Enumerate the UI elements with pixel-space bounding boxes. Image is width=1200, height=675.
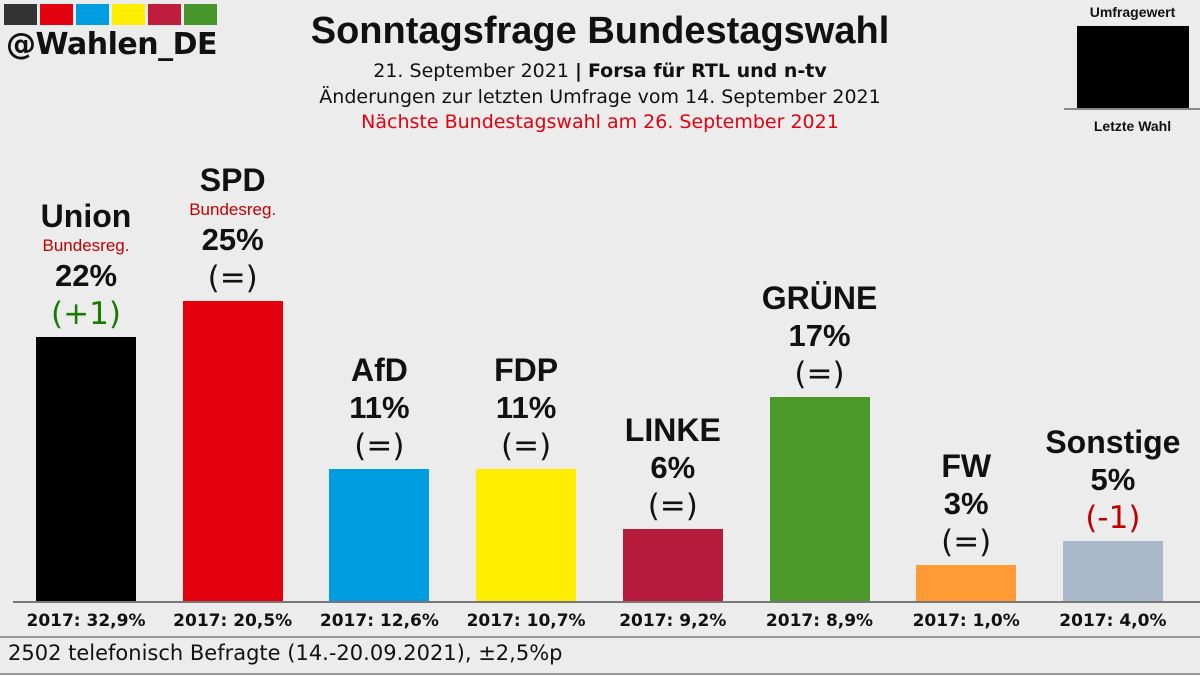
change-label: (=): [647, 488, 698, 524]
party-name: FDP: [494, 352, 559, 388]
bar-union: [36, 337, 136, 601]
legend-box: [1076, 26, 1189, 108]
party-name: FW: [941, 448, 992, 484]
party-name: Sonstige: [1045, 424, 1181, 460]
bar-afd: [329, 469, 430, 601]
change-label: (=): [794, 356, 845, 392]
previous-election-label: 2017: 8,9%: [765, 611, 874, 631]
bar-label-group: FDP 11% (=): [446, 351, 606, 465]
legend-bottom-label: Letzte Wahl: [1093, 118, 1172, 134]
party-name: LINKE: [624, 412, 721, 448]
change-label: (+1): [51, 296, 121, 332]
poll-source: 21. September 2021 | Forsa für RTL und n…: [0, 60, 1200, 82]
color-swatch: [40, 4, 73, 25]
party-name: GRÜNE: [761, 280, 878, 316]
color-swatch: [76, 4, 109, 25]
bar-label-group: GRÜNE 17% (=): [740, 279, 900, 393]
bar-label-group: LINKE 6% (=): [593, 411, 753, 525]
legend-baseline: [1064, 108, 1200, 110]
party-color-swatches: [4, 4, 217, 25]
bar-label-group: Sonstige 5% (-1): [1033, 423, 1193, 537]
changes-note: Änderungen zur letzten Umfrage vom 14. S…: [319, 86, 881, 108]
change-label: (-1): [1085, 500, 1141, 536]
bar-fdp: [476, 469, 577, 601]
change-label: (=): [941, 524, 992, 560]
value-label: 25%: [201, 222, 264, 257]
bar-label-group: AfD 11% (=): [299, 351, 459, 465]
color-swatch: [4, 4, 37, 25]
bar-label-group: SPD Bundesreg. 25% (=): [153, 161, 313, 297]
party-name: Union: [40, 198, 132, 234]
change-label: (=): [207, 260, 258, 296]
footer-note: 2502 telefonisch Befragte (14.-20.09.202…: [8, 641, 563, 665]
color-swatch: [184, 4, 217, 25]
value-label: 22%: [54, 258, 118, 293]
previous-election-label: 2017: 12,6%: [319, 611, 439, 631]
color-swatch: [148, 4, 181, 25]
bar-spd: [182, 301, 283, 601]
bar-grüne: [769, 397, 870, 601]
bar-label-group: Union Bundesreg. 22% (+1): [6, 197, 166, 333]
bar-linke: [622, 529, 723, 601]
value-label: 5%: [1090, 462, 1136, 497]
party-name: SPD: [199, 162, 266, 198]
twitter-handle: @Wahlen_DE: [6, 27, 218, 62]
poll-institute: Forsa für RTL und n-tv: [587, 60, 827, 82]
bar-sonstige: [1062, 541, 1163, 601]
footer-bottom-line: [0, 673, 1200, 675]
government-badge: Bundesreg.: [189, 200, 277, 219]
next-election-note: Nächste Bundestagswahl am 26. September …: [361, 111, 839, 133]
value-label: 6%: [650, 450, 696, 485]
previous-election-label: 2017: 4,0%: [1059, 611, 1167, 631]
value-label: 3%: [943, 486, 989, 521]
legend: Umfragewert Letzte Wahl: [1064, 4, 1200, 134]
previous-election-label: 2017: 1,0%: [912, 611, 1020, 631]
value-label: 11%: [349, 390, 410, 425]
value-label: 11%: [495, 390, 557, 425]
legend-top-label: Umfragewert: [1089, 4, 1176, 20]
value-label: 17%: [788, 318, 851, 353]
footer-divider: [0, 636, 1200, 638]
party-name: AfD: [350, 352, 408, 388]
previous-election-label: 2017: 10,7%: [466, 611, 586, 631]
previous-election-label: 2017: 32,9%: [26, 611, 146, 631]
bar-label-group: FW 3% (=): [886, 447, 1046, 561]
bar-fw: [916, 565, 1017, 601]
chart-baseline: [13, 601, 1200, 603]
change-label: (=): [354, 428, 405, 464]
government-badge: Bundesreg.: [42, 236, 130, 255]
chart-title: Sonntagsfrage Bundestagswahl: [310, 10, 890, 52]
previous-election-label: 2017: 9,2%: [619, 611, 727, 631]
separator: |: [574, 60, 582, 82]
poll-date: 21. September 2021: [373, 60, 569, 82]
previous-election-label: 2017: 20,5%: [173, 611, 293, 631]
color-swatch: [112, 4, 145, 25]
change-label: (=): [501, 428, 552, 464]
